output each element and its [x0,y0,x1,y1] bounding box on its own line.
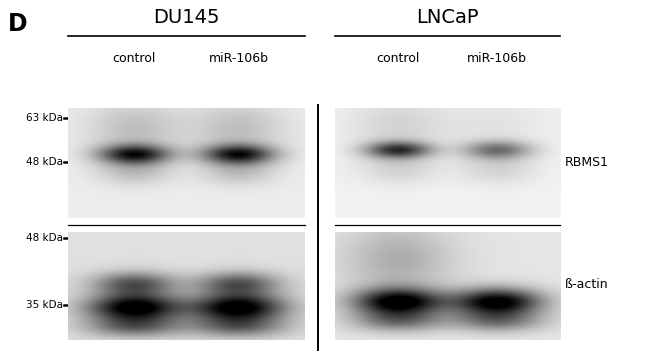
Text: 35 kDa: 35 kDa [26,300,63,310]
Text: RBMS1: RBMS1 [565,156,609,169]
Text: LNCaP: LNCaP [416,8,479,27]
Text: DU145: DU145 [153,8,220,27]
Text: 48 kDa: 48 kDa [26,157,63,167]
Text: miR-106b: miR-106b [209,52,268,65]
Text: miR-106b: miR-106b [467,52,527,65]
Text: control: control [376,52,420,65]
Text: D: D [8,12,27,36]
Text: control: control [112,52,156,65]
Text: 48 kDa: 48 kDa [26,233,63,243]
Text: ß-actin: ß-actin [565,279,608,291]
Text: 63 kDa: 63 kDa [26,113,63,123]
